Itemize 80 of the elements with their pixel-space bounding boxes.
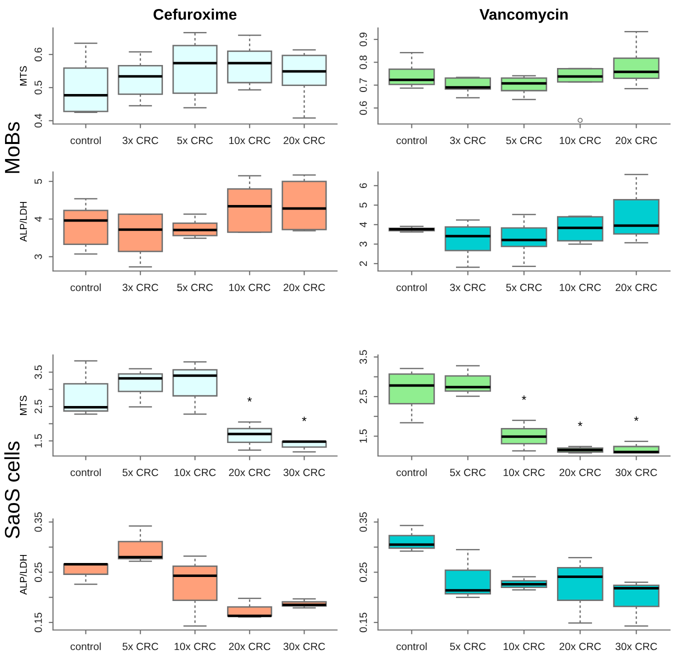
- y-tick-label: 0.6: [360, 101, 367, 115]
- y-tick-label: 2: [360, 261, 367, 266]
- x-tick-label: 30x CRC: [284, 468, 325, 476]
- x-tick-label: 5x CRC: [177, 136, 213, 144]
- annotation: *: [578, 422, 582, 426]
- x-tick-label: 5x CRC: [506, 284, 542, 292]
- x-tick-label: 10x CRC: [504, 468, 545, 476]
- chart-title: Vancomycin: [480, 8, 568, 23]
- x-tick-label: 10x CRC: [504, 642, 545, 650]
- y-tick-label: 2.5: [34, 400, 42, 414]
- y-tick-label: 0.15: [34, 612, 42, 632]
- x-tick-label: control: [70, 642, 101, 650]
- x-tick-label: 30x CRC: [616, 642, 658, 650]
- y-axis-title: ALP/LDH: [20, 555, 27, 595]
- y-tick-label: 0.5: [34, 80, 42, 94]
- x-tick-label: 3x CRC: [450, 136, 486, 144]
- y-tick-label: 2.5: [360, 390, 367, 404]
- y-tick-label: 1.5: [360, 429, 367, 443]
- y-tick-label: 0.9: [360, 32, 367, 46]
- annotation: *: [247, 397, 252, 402]
- x-tick-label: control: [70, 136, 101, 144]
- y-tick-label: 0.25: [34, 562, 42, 582]
- x-tick-label: 3x CRC: [122, 136, 158, 144]
- x-tick-label: 20x CRC: [284, 136, 325, 144]
- x-tick-label: 20x CRC: [560, 642, 601, 650]
- y-tick-label: 0.8: [360, 56, 367, 70]
- x-tick-label: 10x CRC: [560, 136, 601, 144]
- y-tick-label: 3.5: [34, 365, 42, 380]
- x-tick-label: 20x CRC: [616, 136, 658, 144]
- x-tick-label: 10x CRC: [560, 284, 601, 292]
- y-tick-label: 3: [34, 254, 42, 260]
- y-tick-label: 0.35: [34, 512, 42, 532]
- x-tick-label: 5x CRC: [122, 642, 158, 650]
- text: MoBs: [5, 122, 20, 173]
- y-tick-label: 0.35: [360, 512, 367, 532]
- x-tick-label: control: [396, 284, 427, 292]
- y-tick-label: 0.6: [34, 48, 42, 62]
- y-axis-title: MTS: [20, 66, 27, 86]
- x-tick-label: 20x CRC: [229, 468, 270, 476]
- x-tick-label: 5x CRC: [122, 468, 158, 476]
- x-tick-label: 10x CRC: [229, 136, 270, 144]
- x-tick-label: control: [396, 642, 427, 650]
- x-tick-label: control: [70, 284, 101, 292]
- y-tick-label: 0.7: [360, 78, 367, 92]
- annotation: *: [522, 396, 526, 400]
- x-tick-label: control: [396, 136, 427, 144]
- y-tick-label: 4: [34, 216, 42, 222]
- y-tick-label: 4: [360, 222, 367, 228]
- x-tick-label: 3x CRC: [122, 284, 158, 292]
- x-tick-label: 5x CRC: [450, 642, 486, 650]
- y-tick-label: 3.5: [360, 350, 367, 364]
- x-tick-label: control: [70, 468, 101, 476]
- x-tick-label: 20x CRC: [229, 642, 270, 650]
- y-tick-label: 5: [360, 202, 367, 208]
- x-tick-label: 5x CRC: [177, 284, 213, 292]
- annotation: *: [634, 416, 639, 421]
- y-tick-label: 0.15: [360, 612, 367, 632]
- y-tick-label: 5: [34, 178, 42, 184]
- x-tick-label: 20x CRC: [616, 284, 658, 292]
- y-axis-title: ALP/LDH: [20, 202, 27, 242]
- y-tick-label: 6: [360, 183, 367, 188]
- annotation: *: [302, 416, 306, 422]
- x-tick-label: 10x CRC: [229, 284, 270, 292]
- chart-title: Cefuroxime: [154, 8, 237, 20]
- x-tick-label: 30x CRC: [284, 642, 325, 650]
- x-tick-label: 20x CRC: [560, 468, 601, 476]
- text: SaoS cells: [4, 442, 20, 538]
- x-tick-label: 10x CRC: [174, 468, 216, 476]
- y-tick-label: 1.5: [34, 434, 42, 448]
- x-tick-label: 20x CRC: [284, 284, 325, 292]
- x-tick-label: 3x CRC: [450, 284, 486, 292]
- x-tick-label: 10x CRC: [174, 642, 216, 650]
- y-axis-title: MTS: [20, 396, 27, 415]
- x-tick-label: control: [396, 468, 427, 476]
- x-tick-label: 30x CRC: [616, 468, 658, 476]
- y-tick-label: 0.4: [34, 114, 42, 128]
- y-tick-label: 0.25: [360, 562, 367, 582]
- x-tick-label: 5x CRC: [450, 468, 486, 476]
- x-tick-label: 5x CRC: [506, 136, 542, 144]
- y-tick-label: 3: [360, 242, 367, 247]
